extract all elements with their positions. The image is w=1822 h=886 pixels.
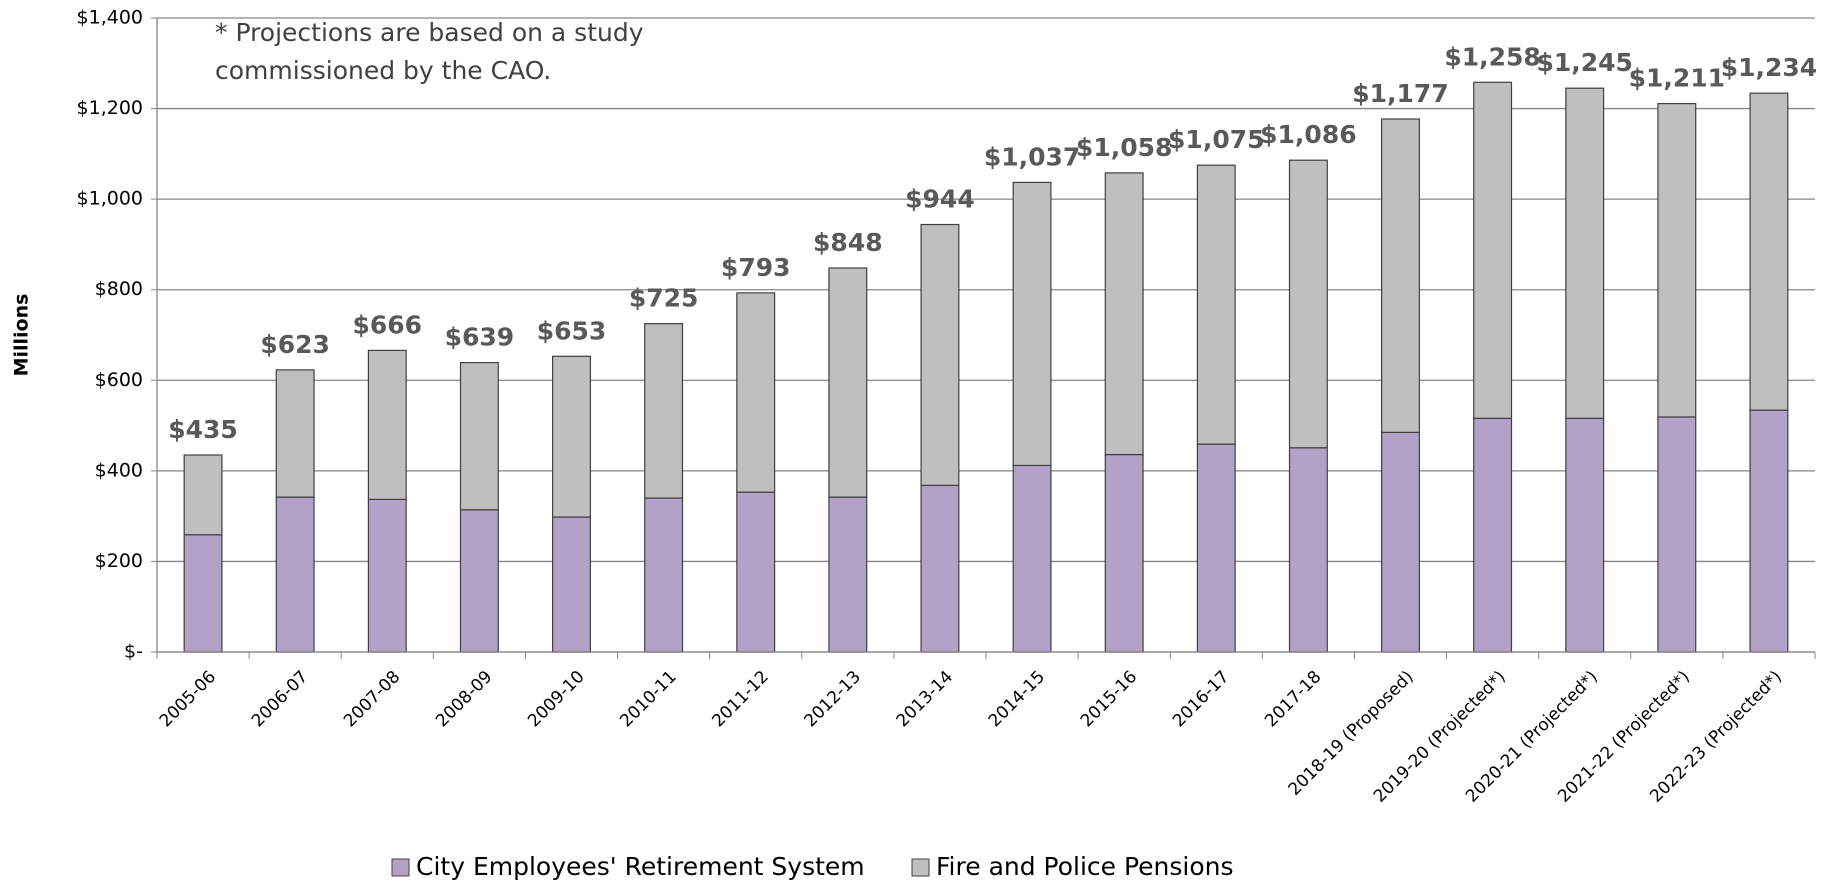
total-label: $653 xyxy=(537,316,607,345)
y-tick-label: $600 xyxy=(95,369,143,391)
bar-segment xyxy=(1657,416,1697,653)
bar-segment xyxy=(367,498,407,653)
bar-segment xyxy=(828,496,868,653)
x-tick-label: 2006-07 xyxy=(248,667,312,731)
total-label: $1,234 xyxy=(1721,53,1817,82)
total-label: $1,037 xyxy=(984,142,1080,171)
total-label: $793 xyxy=(721,253,791,282)
legend-swatch xyxy=(911,858,930,877)
y-tick-label: $400 xyxy=(95,459,143,481)
total-label: $1,086 xyxy=(1260,120,1356,149)
bar-segment xyxy=(1657,102,1697,418)
bar-segment xyxy=(275,496,315,653)
x-tick-label: 2005-06 xyxy=(156,667,220,731)
bar-segment xyxy=(183,454,223,536)
bar-segment xyxy=(275,369,315,498)
x-tick-label: 2007-08 xyxy=(340,667,404,731)
x-tick-label: 2016-17 xyxy=(1169,667,1233,731)
bar-segment xyxy=(1473,417,1513,653)
bar-segment xyxy=(1749,92,1789,411)
x-tick-label: 2013-14 xyxy=(893,667,957,731)
bar-segment xyxy=(1104,453,1144,653)
legend-label: City Employees' Retirement System xyxy=(416,852,865,881)
bar-segment xyxy=(1381,431,1420,653)
bar-segment xyxy=(1473,81,1513,419)
bar-segment xyxy=(1012,464,1052,653)
bar-segment xyxy=(736,491,776,653)
annotation: commissioned by the CAO. xyxy=(215,56,551,85)
legend-swatch xyxy=(391,858,410,877)
x-tick-label: 2010-11 xyxy=(616,667,680,731)
total-label: $1,245 xyxy=(1536,48,1632,77)
x-tick-label: 2012-13 xyxy=(801,667,865,731)
y-tick-label: $800 xyxy=(95,278,143,300)
bar-segment xyxy=(736,292,776,493)
bar-segment xyxy=(1196,443,1236,653)
bar-segment xyxy=(920,484,960,653)
x-tick-label: 2008-09 xyxy=(432,667,496,731)
bar-segment xyxy=(1288,447,1328,653)
total-label: $848 xyxy=(813,228,883,257)
y-axis-label: Millions xyxy=(11,294,33,377)
bar-segment xyxy=(459,509,499,653)
bar-segment xyxy=(183,534,223,653)
bar-segment xyxy=(367,349,407,500)
total-label: $1,075 xyxy=(1168,125,1264,154)
bar-segment xyxy=(1012,181,1052,467)
total-label: $1,258 xyxy=(1444,42,1540,71)
total-label: $725 xyxy=(629,284,699,313)
x-tick-label: 2017-18 xyxy=(1261,667,1325,731)
total-label: $639 xyxy=(445,323,515,352)
bar-segment xyxy=(920,223,960,486)
bar-segment xyxy=(1196,164,1236,445)
total-label: $1,177 xyxy=(1352,79,1448,108)
y-tick-label: $200 xyxy=(95,550,143,572)
x-tick-label: 2011-12 xyxy=(708,667,772,731)
legend-label: Fire and Police Pensions xyxy=(936,852,1234,881)
total-label: $1,058 xyxy=(1076,133,1172,162)
bar-segment xyxy=(552,516,591,653)
bar-segment xyxy=(1288,159,1328,449)
bar-segment xyxy=(828,267,868,498)
total-label: $944 xyxy=(905,185,975,214)
x-tick-label: 2009-10 xyxy=(524,667,588,731)
annotation: * Projections are based on a study xyxy=(215,18,644,47)
y-tick-label: $1,200 xyxy=(77,97,143,119)
bar-segment xyxy=(459,362,499,511)
bar-segment xyxy=(1381,118,1420,433)
y-tick-label: $1,400 xyxy=(77,7,143,29)
bar-segment xyxy=(1749,409,1789,653)
bar-segment xyxy=(552,355,591,518)
bar-segment xyxy=(1104,172,1144,456)
bar-segment xyxy=(644,323,684,499)
x-tick-label: 2015-16 xyxy=(1077,667,1141,731)
total-label: $666 xyxy=(352,310,422,339)
total-label: $623 xyxy=(260,330,330,359)
y-tick-label: $1,000 xyxy=(77,188,143,210)
x-tick-label: 2014-15 xyxy=(985,667,1049,731)
total-label: $435 xyxy=(168,415,238,444)
bar-segment xyxy=(1565,417,1605,653)
y-tick-label: $- xyxy=(124,641,143,663)
bar-segment xyxy=(644,497,684,653)
bar-segment xyxy=(1565,87,1605,419)
total-label: $1,211 xyxy=(1629,64,1725,93)
